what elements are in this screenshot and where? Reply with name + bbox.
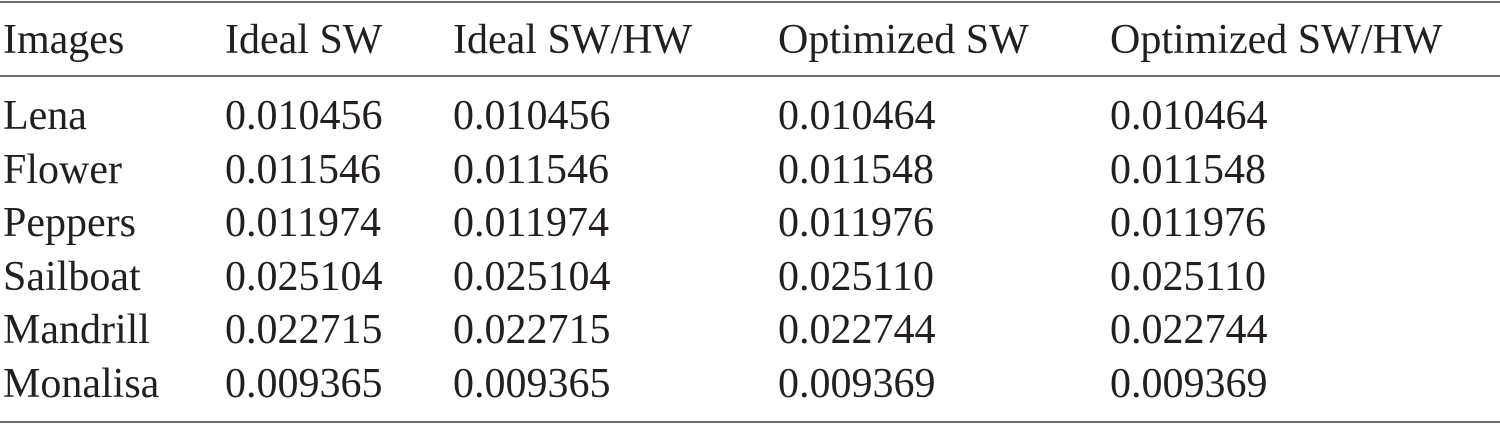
table-cell: 0.025104 <box>453 253 611 300</box>
table-cell: 0.022715 <box>453 307 611 353</box>
header-cell: Optimized SW <box>778 17 1029 63</box>
table-cell: 0.010456 <box>225 93 383 139</box>
header-cell: Ideal SW/HW <box>453 17 693 63</box>
table-cell: 0.009365 <box>453 360 611 407</box>
header-rule <box>0 75 1500 77</box>
row-label: Peppers <box>3 200 136 246</box>
header-cell: Optimized SW/HW <box>1110 17 1443 63</box>
table-cell: 0.010464 <box>778 93 936 139</box>
table-cell: 0.010464 <box>1110 93 1268 139</box>
table-cell: 0.025104 <box>225 253 383 300</box>
row-label: Sailboat <box>3 253 141 300</box>
row-label: Flower <box>3 146 122 193</box>
row-label: Monalisa <box>3 360 160 407</box>
row-label: Mandrill <box>3 307 150 353</box>
table-cell: 0.025110 <box>778 253 934 300</box>
table-cell: 0.022715 <box>225 307 383 353</box>
table-cell: 0.011974 <box>225 200 381 246</box>
header-cell: Images <box>3 17 125 63</box>
table-cell: 0.011546 <box>453 146 609 193</box>
table-cell: 0.025110 <box>1110 253 1266 300</box>
header-cell: Ideal SW <box>225 17 383 63</box>
row-label: Lena <box>3 93 87 139</box>
table-cell: 0.011976 <box>1110 200 1266 246</box>
table-cell: 0.009369 <box>1110 360 1268 407</box>
table-cell: 0.022744 <box>778 307 936 353</box>
table-cell: 0.011548 <box>1110 146 1266 193</box>
top-rule <box>0 1 1500 3</box>
table-cell: 0.011976 <box>778 200 934 246</box>
table-cell: 0.011546 <box>225 146 381 193</box>
table-cell: 0.010456 <box>453 93 611 139</box>
bottom-rule <box>0 421 1500 423</box>
table-cell: 0.009365 <box>225 360 383 407</box>
table-cell: 0.011974 <box>453 200 609 246</box>
table-cell: 0.022744 <box>1110 307 1268 353</box>
table-cell: 0.011548 <box>778 146 934 193</box>
table-cell: 0.009369 <box>778 360 936 407</box>
